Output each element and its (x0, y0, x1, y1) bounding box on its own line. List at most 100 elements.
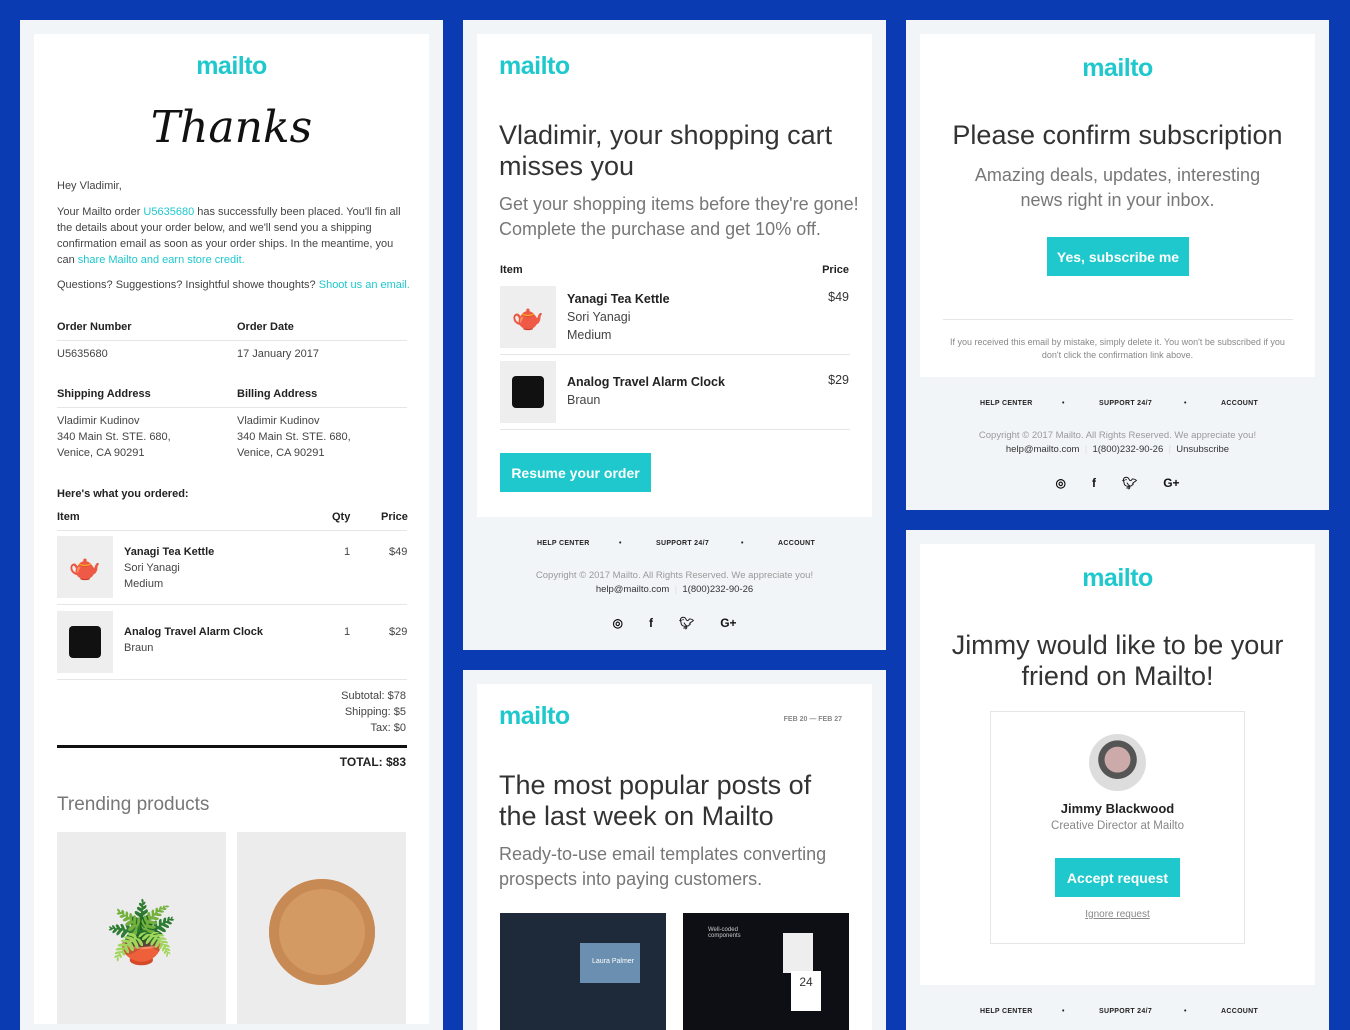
order-message: Your Mailto order U5635680 has successfu… (57, 204, 407, 268)
address-line: Vladimir Kudinov (57, 415, 140, 427)
message-text: has successfully been placed. You'll fin… (57, 206, 401, 266)
footer-account[interactable]: ACCOUNT (778, 540, 816, 547)
item-detail: Sori Yanagi (124, 562, 180, 574)
subscribe-button[interactable]: Yes, subscribe me (1047, 237, 1189, 276)
digest-title: The most popular posts of the last week … (499, 770, 812, 831)
order-item: Analog Travel Alarm Clock Braun (124, 624, 263, 656)
cart-title: Vladimir, your shopping cart misses you (499, 120, 833, 181)
clock-thumbnail (57, 611, 113, 673)
social-links: ◎ f 🐦︎ G+ (463, 616, 886, 630)
item-qty: 1 (344, 546, 351, 558)
friend-request-email-card: mailto Jimmy would like to be your frien… (906, 530, 1329, 1030)
subscribe-title: Please confirm subscription (952, 120, 1283, 150)
tax: Tax: $0 (370, 722, 406, 734)
facebook-icon[interactable]: f (648, 616, 653, 630)
email-link[interactable]: Shoot us an email. (318, 279, 410, 291)
shipping-address: Vladimir Kudinov 340 Main St. STE. 680, Ve… (57, 413, 171, 461)
resume-order-button[interactable]: Resume your order (500, 453, 651, 492)
ignore-request-link[interactable]: Ignore request (1085, 909, 1150, 920)
friend-name: Jimmy Blackwood (1060, 801, 1175, 816)
item-detail: Medium (567, 328, 612, 342)
item-price: $49 (828, 290, 849, 304)
address-line: Vladimir Kudinov (237, 415, 320, 427)
kettle-thumbnail: 🫖 (500, 286, 556, 348)
col-price: Price (822, 264, 849, 276)
facebook-icon[interactable]: f (1091, 476, 1096, 490)
footer-support[interactable]: SUPPORT 24/7 (1099, 400, 1153, 407)
footer-support[interactable]: SUPPORT 24/7 (1099, 1008, 1153, 1015)
cart-item: Analog Travel Alarm Clock Braun (567, 373, 725, 409)
col-price: Price (381, 511, 408, 523)
footer-help-center[interactable]: HELP CENTER (980, 1008, 1033, 1015)
digest-subtitle: Ready-to-use email templates converting … (499, 844, 827, 889)
message-text: Your Mailto order (57, 206, 144, 218)
footer-support[interactable]: SUPPORT 24/7 (656, 540, 710, 547)
avatar (1089, 734, 1146, 791)
google-plus-icon[interactable]: G+ (720, 616, 737, 630)
unsubscribe-link[interactable]: Unsubscribe (1176, 444, 1230, 455)
post-thumbnail[interactable]: Well-coded components 24 (683, 913, 849, 1030)
instagram-icon[interactable]: ◎ (1055, 476, 1066, 490)
post-thumbnail[interactable]: Laura Palmer (500, 913, 666, 1030)
logo: mailto (1082, 564, 1153, 592)
logo: mailto (1082, 54, 1153, 82)
contact-line: help@mailto.com | 1(800)232-90-26 (595, 584, 754, 595)
google-plus-icon[interactable]: G+ (1163, 476, 1180, 490)
subscribe-subtitle: Amazing deals, updates, interesting news… (974, 165, 1261, 210)
support-email[interactable]: help@mailto.com (1005, 444, 1080, 455)
item-qty: 1 (344, 626, 351, 638)
kettle-thumbnail: 🫖 (57, 536, 113, 598)
logo: mailto (196, 52, 267, 80)
footer-account[interactable]: ACCOUNT (1221, 400, 1259, 407)
trending-product-plant[interactable]: 🪴 (57, 832, 226, 1024)
cart-email-card: mailto Vladimir, your shopping cart miss… (463, 20, 886, 650)
col-item: Item (500, 264, 523, 276)
address-line: 340 Main St. STE. 680, (237, 431, 351, 443)
order-email-card: mailto Thanks Hey Vladimir, Your Mailto … (20, 20, 443, 1030)
accept-request-button[interactable]: Accept request (1055, 858, 1180, 897)
instagram-icon[interactable]: ◎ (612, 616, 623, 630)
trending-heading: Trending products (57, 794, 210, 815)
footer-help-center[interactable]: HELP CENTER (537, 540, 590, 547)
logo: mailto (499, 702, 570, 730)
item-name: Yanagi Tea Kettle (124, 546, 215, 558)
item-name: Analog Travel Alarm Clock (567, 375, 725, 389)
item-price: $29 (828, 373, 849, 387)
support-email[interactable]: help@mailto.com (595, 584, 670, 595)
order-number-label: Order Number (57, 321, 132, 333)
ordered-label: Here's what you ordered: (57, 488, 189, 500)
greeting: Hey Vladimir, (57, 180, 122, 192)
questions-text: Questions? Suggestions? Insightful showe… (57, 279, 319, 291)
cart-subtitle: Get your shopping items before they're g… (499, 194, 859, 239)
share-link[interactable]: share Mailto and earn store credit. (77, 254, 245, 266)
friend-title: Jimmy would like to be your friend on Ma… (951, 630, 1284, 691)
col-item: Item (57, 511, 80, 523)
order-date-label: Order Date (237, 321, 294, 333)
shipping-label: Shipping Address (57, 388, 151, 400)
footer-account[interactable]: ACCOUNT (1221, 1008, 1259, 1015)
item-price: $29 (389, 626, 408, 638)
logo: mailto (499, 52, 570, 80)
address-line: Venice, CA 90291 (237, 447, 325, 459)
contact-line: help@mailto.com | 1(800)232-90-26 | Unsu… (1005, 444, 1230, 455)
footer-help-center[interactable]: HELP CENTER (980, 400, 1033, 407)
digest-email-card: mailto FEB 20 — FEB 27 The most popular … (463, 670, 886, 1030)
profile-card: Jimmy Blackwood Creative Director at Mai… (990, 711, 1245, 944)
trending-product-plates[interactable] (237, 832, 406, 1024)
twitter-icon[interactable]: 🐦︎ (678, 616, 695, 630)
mistake-note: If you received this email by mistake, s… (950, 337, 1285, 360)
order-link[interactable]: U5635680 (143, 206, 195, 218)
support-phone[interactable]: 1(800)232-90-26 (1092, 444, 1164, 455)
clock-thumbnail (500, 361, 556, 423)
item-name: Yanagi Tea Kettle (567, 292, 670, 306)
item-price: $49 (389, 546, 408, 558)
twitter-icon[interactable]: 🐦︎ (1121, 476, 1138, 490)
friend-role: Creative Director at Mailto (1051, 820, 1184, 832)
date-range: FEB 20 — FEB 27 (783, 716, 842, 723)
thanks-heading: Thanks (150, 102, 313, 153)
order-date: 17 January 2017 (237, 348, 319, 360)
item-detail: Sori Yanagi (567, 310, 631, 324)
item-detail: Braun (124, 642, 154, 654)
copyright: Copyright © 2017 Mailto. All Rights Rese… (978, 430, 1257, 441)
support-phone[interactable]: 1(800)232-90-26 (682, 584, 754, 595)
